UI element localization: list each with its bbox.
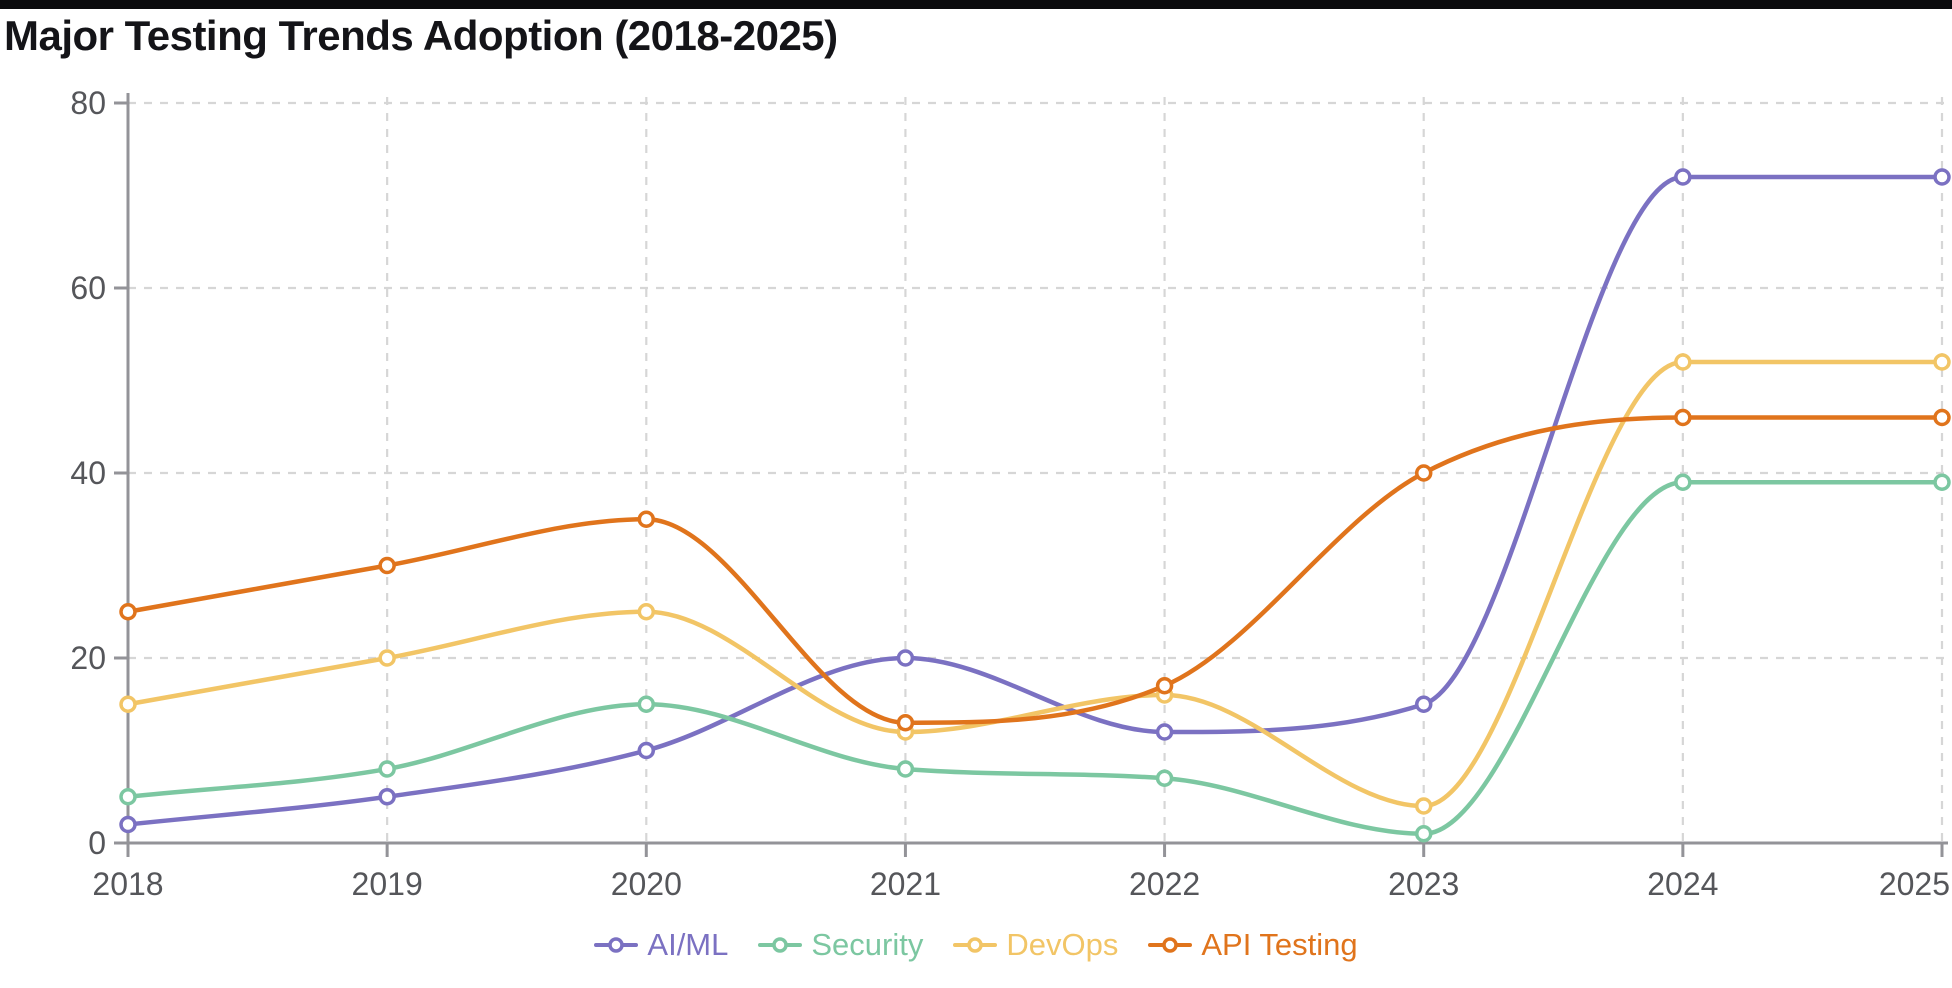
x-tick-label: 2019 (352, 866, 423, 902)
series-line-api-testing (125, 415, 1945, 725)
y-tick-label: 40 (70, 455, 106, 491)
data-point-security-2021[interactable] (896, 760, 915, 778)
y-tick-label: 80 (70, 85, 106, 121)
legend-label: AI/ML (647, 927, 729, 962)
data-point-ai-ml-2018[interactable] (119, 815, 137, 834)
data-point-api-testing-2023[interactable] (1414, 464, 1433, 482)
data-point-api-testing-2022[interactable] (1155, 677, 1174, 695)
data-point-security-2020[interactable] (637, 695, 656, 713)
data-point-devops-2020[interactable] (637, 603, 656, 621)
data-point-api-testing-2020[interactable] (637, 510, 656, 528)
data-point-ai-ml-2023[interactable] (1414, 695, 1433, 713)
y-tick-label: 60 (70, 270, 106, 306)
series-line-devops (125, 359, 1945, 809)
data-point-security-2023[interactable] (1414, 825, 1433, 843)
y-tick-label: 0 (88, 825, 106, 861)
data-point-devops-2024[interactable] (1674, 353, 1692, 371)
chart-title: Major Testing Trends Adoption (2018-2025… (4, 12, 838, 59)
legend-marker-icon (594, 937, 639, 953)
x-tick-label: 2022 (1129, 866, 1200, 902)
legend-label: Security (811, 927, 924, 962)
data-point-security-2025[interactable] (1933, 473, 1951, 491)
top-border (0, 0, 1952, 9)
legend-label: API Testing (1201, 927, 1358, 962)
x-tick-label: 2023 (1388, 866, 1459, 902)
legend-item-api-testing[interactable]: API Testing (1148, 927, 1358, 963)
series-line-security (125, 479, 1945, 836)
legend-item-devops[interactable]: DevOps (953, 927, 1118, 963)
x-tick-label: 2018 (92, 866, 163, 902)
series-line-ai-ml (125, 174, 1945, 827)
legend-item-ai-ml[interactable]: AI/ML (594, 927, 728, 963)
data-point-ai-ml-2021[interactable] (896, 649, 915, 667)
data-point-ai-ml-2022[interactable] (1155, 723, 1174, 741)
data-point-ai-ml-2019[interactable] (378, 788, 396, 806)
data-point-ai-ml-2024[interactable] (1674, 168, 1692, 186)
data-point-ai-ml-2020[interactable] (637, 741, 656, 760)
legend-item-security[interactable]: Security (758, 927, 923, 963)
data-point-devops-2025[interactable] (1933, 353, 1951, 371)
data-point-security-2018[interactable] (119, 788, 137, 806)
x-tick-label: 2025 (1879, 866, 1950, 902)
data-point-ai-ml-2025[interactable] (1933, 168, 1951, 186)
data-point-security-2019[interactable] (378, 760, 396, 778)
y-tick-label: 20 (70, 640, 106, 676)
data-point-devops-2023[interactable] (1414, 797, 1433, 815)
x-tick-label: 2024 (1647, 866, 1718, 902)
data-point-devops-2019[interactable] (378, 649, 396, 667)
data-point-devops-2018[interactable] (119, 695, 137, 713)
data-point-api-testing-2024[interactable] (1674, 408, 1692, 427)
data-point-api-testing-2025[interactable] (1933, 408, 1951, 427)
x-tick-label: 2021 (870, 866, 941, 902)
legend-label: DevOps (1006, 927, 1119, 962)
data-point-security-2022[interactable] (1155, 769, 1174, 787)
legend-marker-icon (953, 937, 998, 953)
legend-marker-icon (1148, 937, 1193, 953)
data-point-api-testing-2018[interactable] (119, 603, 137, 621)
x-tick-label: 2020 (611, 866, 682, 902)
chart-legend: AI/ML Security DevOps API Testing (0, 922, 1952, 968)
data-point-security-2024[interactable] (1674, 473, 1692, 491)
data-point-api-testing-2019[interactable] (378, 556, 396, 575)
data-point-api-testing-2021[interactable] (896, 714, 915, 732)
legend-marker-icon (758, 937, 803, 953)
